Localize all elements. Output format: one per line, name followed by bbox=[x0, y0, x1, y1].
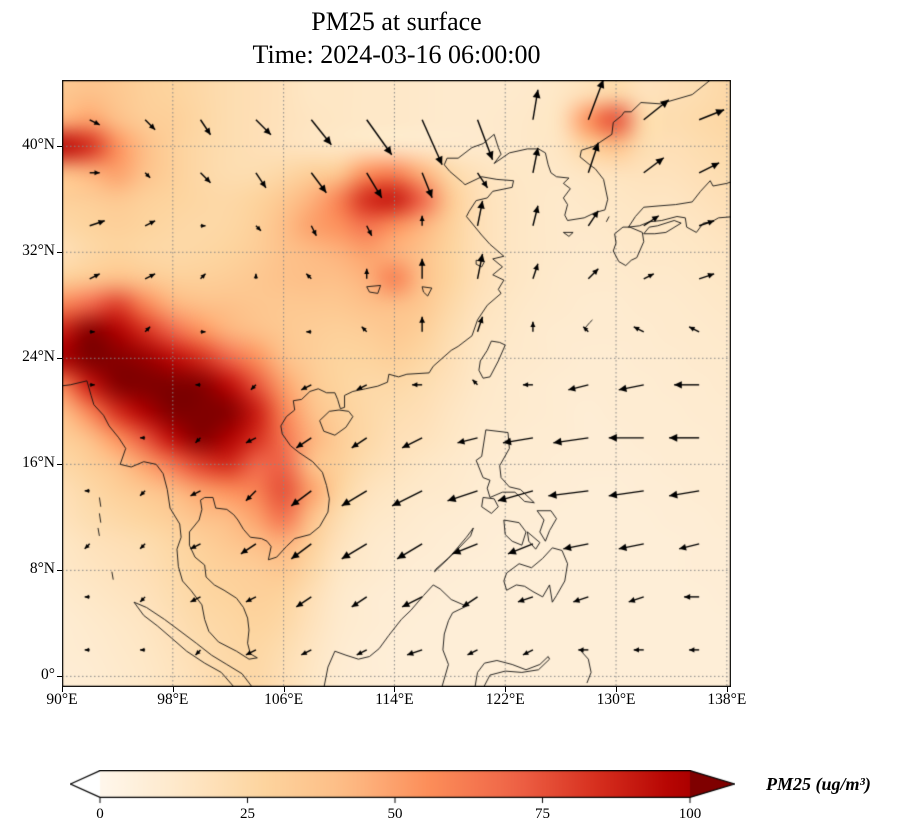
y-axis-tick bbox=[57, 464, 62, 466]
chart-subtitle: Time: 2024-03-16 06:00:00 bbox=[252, 40, 541, 69]
x-axis-tick-label: 106°E bbox=[264, 691, 304, 708]
colorbar-tick-label: 75 bbox=[535, 806, 550, 822]
y-axis-tick bbox=[57, 358, 62, 360]
x-axis-tick-label: 90°E bbox=[46, 691, 78, 708]
y-axis-tick-label: 32°N bbox=[22, 242, 55, 260]
x-axis-tick-label: 114°E bbox=[375, 691, 414, 708]
y-axis-tick-label: 40°N bbox=[22, 136, 55, 154]
y-axis-tick bbox=[57, 676, 62, 678]
y-axis-tick-label: 24°N bbox=[22, 348, 55, 366]
colorbar-label: PM25 (ug/m³) bbox=[766, 774, 871, 794]
y-axis-tick-label: 0° bbox=[41, 666, 55, 684]
x-axis-tick bbox=[726, 687, 728, 692]
y-axis-tick bbox=[57, 570, 62, 572]
x-axis-tick bbox=[616, 687, 618, 692]
pm25-heatmap-map bbox=[62, 80, 731, 687]
x-axis-tick-label: 138°E bbox=[707, 691, 747, 708]
y-axis-tick-label: 8°N bbox=[29, 560, 55, 578]
colorbar-tick-label: 0 bbox=[96, 806, 104, 822]
colorbar-tick-label: 50 bbox=[387, 806, 403, 822]
x-axis-tick-label: 98°E bbox=[157, 691, 189, 708]
x-axis-tick bbox=[394, 687, 396, 692]
colorbar bbox=[70, 770, 735, 804]
colorbar-tick-label: 25 bbox=[240, 806, 255, 822]
x-axis-tick bbox=[172, 687, 174, 692]
y-axis-tick-label: 16°N bbox=[22, 454, 55, 472]
y-axis-tick bbox=[57, 252, 62, 254]
colorbar-tick-label: 100 bbox=[678, 806, 702, 822]
y-axis-tick bbox=[57, 146, 62, 148]
x-axis-tick bbox=[62, 687, 63, 692]
chart-title: PM25 at surface bbox=[311, 7, 482, 36]
x-axis-tick-label: 122°E bbox=[485, 691, 525, 708]
x-axis-tick-label: 130°E bbox=[596, 691, 636, 708]
x-axis-tick bbox=[283, 687, 285, 692]
x-axis-tick bbox=[505, 687, 507, 692]
